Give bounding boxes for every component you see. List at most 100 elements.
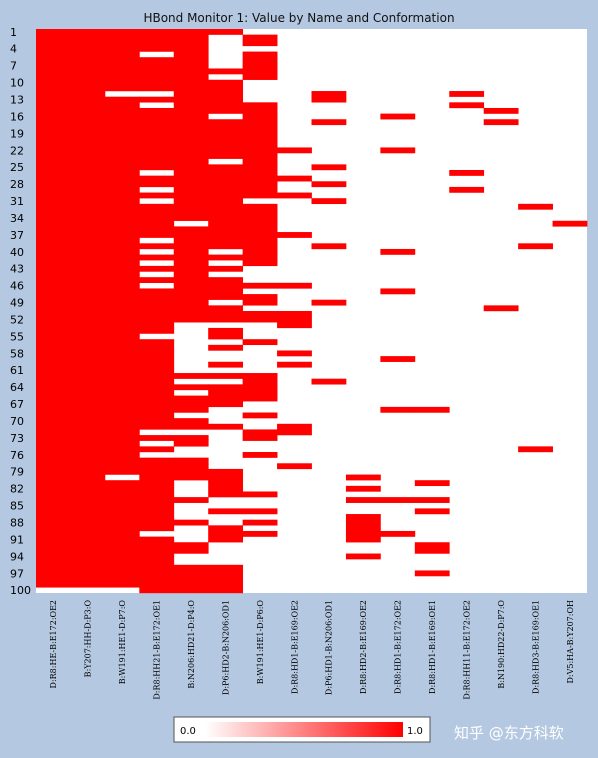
heatmap-cell-run (242, 203, 278, 267)
heatmap-cell-run (345, 514, 381, 543)
y-tick-label: 82 (10, 483, 24, 496)
heatmap-cell-run (139, 536, 175, 594)
x-tick-label: B:Y207:HH-D:P3:O (84, 600, 93, 678)
y-tick-label: 1 (10, 26, 17, 39)
heatmap-cell-run (173, 373, 209, 379)
heatmap-cell-run (208, 79, 244, 114)
heatmap-cell-run (380, 530, 416, 537)
legend-min-label: 0.0 (180, 726, 196, 737)
heatmap-cell-run (139, 29, 175, 52)
heatmap-cell-run (345, 485, 381, 492)
x-tick-label: D:V5:HA-B:Y207:OH (566, 600, 575, 684)
heatmap-cell-run (104, 29, 140, 92)
heatmap-cell-run (414, 508, 450, 515)
heatmap-cell-run (449, 102, 485, 109)
heatmap-cell-run (414, 480, 450, 487)
heatmap-cell-run (173, 29, 209, 221)
heatmap-cell-run (277, 423, 312, 436)
heatmap-cell-run (139, 107, 175, 171)
y-tick-label: 31 (10, 195, 24, 208)
heatmap-cell-run (208, 564, 244, 594)
heatmap-cell-run (311, 198, 347, 205)
heatmap-cell-run (208, 254, 244, 261)
heatmap-cell-run (173, 519, 209, 526)
heatmap-cell-run (345, 474, 381, 481)
heatmap-cell-run (311, 91, 347, 103)
y-tick-label: 94 (10, 550, 24, 563)
heatmap-cell-run (173, 418, 209, 430)
watermark-text: 知乎 @东方科软 (454, 724, 564, 742)
heatmap-cell-run (380, 147, 416, 154)
y-tick-label: 4 (10, 43, 17, 56)
heatmap-cell-run (518, 446, 553, 453)
y-tick-label: 88 (10, 517, 24, 530)
heatmap-cell-run (208, 373, 244, 379)
y-tick-label: 37 (10, 229, 24, 242)
heatmap-cell-run (173, 542, 209, 554)
heatmap-cell-run (208, 468, 244, 498)
heatmap-cell-run (139, 192, 175, 199)
heatmap-cell-run (449, 91, 485, 97)
heatmap-cell-run (208, 305, 244, 323)
heatmap-cell-run (104, 96, 140, 475)
heatmap-cell-run (311, 181, 347, 188)
x-tick-label: B:N190:HD22-D:P7:O (497, 600, 506, 689)
heatmap-cell-run (277, 463, 312, 470)
heatmap-cell-run (242, 452, 278, 458)
heatmap-cell-run (208, 327, 244, 340)
heatmap-cell-run (414, 406, 450, 413)
heatmap-cells (36, 29, 588, 594)
heatmap-cell-run (173, 497, 209, 503)
heatmap-cell-run (139, 96, 175, 103)
x-tick-label: D:P6:HD2-B:N206:OD1 (221, 600, 230, 695)
color-legend: 0.0 1.0 (173, 716, 431, 743)
heatmap-cell-run (277, 311, 312, 329)
heatmap-cell-run (380, 356, 416, 362)
heatmap-cell-run (414, 570, 450, 577)
heatmap-cell-run (242, 429, 278, 441)
y-axis-ticks: 1 4 7 10 13 16 19 22 25 28 31 34 37 40 43 46 49 52 55 58 61 6… (10, 26, 31, 597)
heatmap-cell-run (208, 361, 244, 368)
heatmap-cell-run (139, 277, 175, 283)
heatmap-cell-run (380, 406, 416, 413)
x-tick-label: D:R8:HD1-B:E169:OE1 (428, 600, 437, 694)
heatmap-cell-run (173, 395, 209, 413)
x-tick-label: D:R8:HD1-B:E172:OE2 (394, 600, 403, 694)
legend-gradient-bar (205, 722, 403, 737)
heatmap-cell-run (208, 344, 244, 351)
heatmap-cell-run (483, 305, 519, 312)
heatmap-cell-run (139, 175, 175, 188)
heatmap-cell-run (311, 378, 347, 385)
heatmap-cell-run (173, 457, 209, 481)
heatmap-cell-run (380, 113, 416, 120)
heatmap-cell-run (242, 373, 278, 402)
x-tick-label: B:W191:HE1-D:P6:O (256, 600, 265, 685)
heatmap-cell-run (414, 542, 450, 554)
heatmap-cell-run (311, 164, 347, 171)
y-tick-label: 100 (10, 584, 31, 597)
heatmap-cell-run (277, 361, 312, 368)
heatmap-cell-run (139, 457, 175, 532)
heatmap-cell-run (518, 203, 553, 210)
y-tick-label: 61 (10, 364, 24, 377)
legend-max-label: 1.0 (407, 726, 423, 737)
heatmap-cell-run (242, 51, 278, 80)
heatmap-cell-run (380, 248, 416, 255)
y-tick-label: 79 (10, 466, 24, 479)
x-tick-label: D:R8:HH21-B:E172:OE1 (153, 600, 162, 700)
heatmap-cell-run (208, 508, 244, 515)
heatmap-cell-run (518, 243, 553, 250)
heatmap-cell-run (139, 288, 175, 334)
heatmap-cell-run (173, 384, 209, 391)
heatmap-cell-run (139, 243, 175, 250)
y-tick-label: 13 (10, 94, 24, 107)
y-tick-label: 76 (10, 449, 24, 462)
x-tick-label: D:R8:HD1-B:E169:OE2 (290, 600, 299, 694)
y-tick-label: 73 (10, 432, 24, 445)
heatmap-cell-run (380, 288, 416, 295)
y-tick-label: 25 (10, 161, 24, 174)
heatmap-cell-run (242, 147, 278, 199)
heatmap-cell-run (139, 203, 175, 238)
y-tick-label: 16 (10, 110, 24, 123)
y-tick-label: 28 (10, 178, 24, 191)
